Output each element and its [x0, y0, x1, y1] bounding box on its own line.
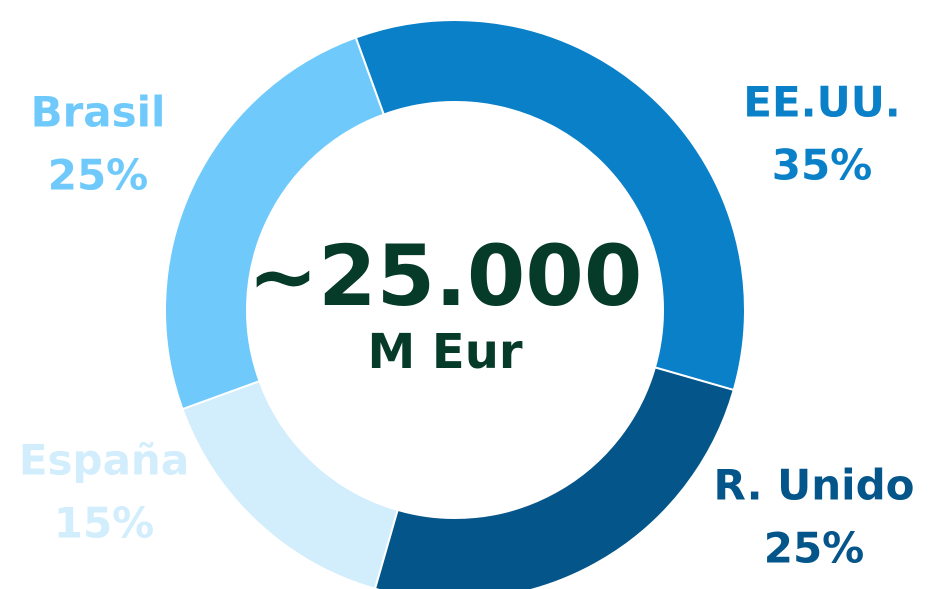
segment-percent: 35%	[772, 141, 873, 190]
donut-segment	[181, 379, 399, 589]
segment-percent: 15%	[54, 499, 155, 548]
segment-percent: 25%	[48, 151, 149, 200]
donut-segment	[373, 366, 736, 589]
donut-segment	[164, 36, 386, 411]
segment-name: España	[19, 436, 189, 485]
segment-name: EE.UU.	[743, 78, 901, 127]
donut-segment	[354, 19, 746, 392]
segment-name: R. Unido	[713, 461, 914, 510]
center-value: ~25.000	[248, 227, 643, 325]
center-unit: M Eur	[367, 324, 522, 380]
segment-percent: 25%	[764, 524, 865, 573]
segment-name: Brasil	[31, 88, 166, 137]
